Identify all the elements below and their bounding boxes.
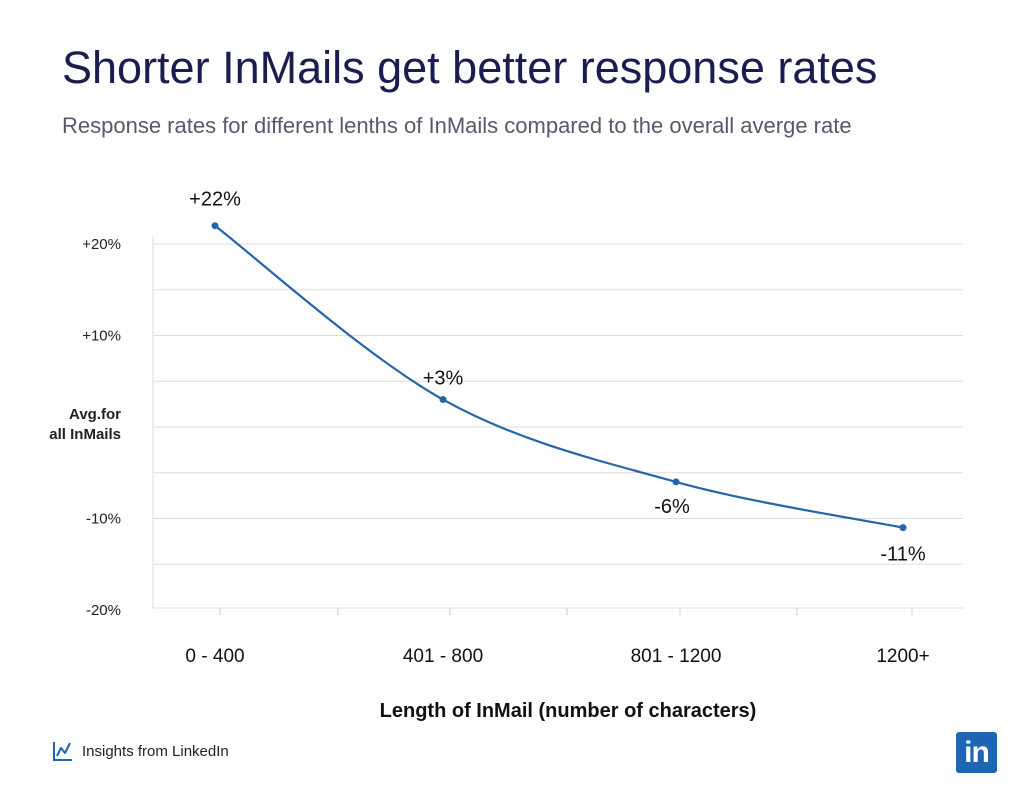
data-label: -6% [654,496,690,518]
x-tick-label: 401 - 800 [403,646,483,667]
chart-subtitle: Response rates for different lenths of I… [62,113,852,138]
insights-footer-text: Insights from LinkedIn [82,742,229,760]
y-tick-label: -10% [86,511,121,528]
y-tick-label: +20% [82,236,121,253]
data-point [899,524,907,532]
series-line [214,224,904,529]
y-tick-label: +10% [82,328,121,345]
data-label: +22% [189,189,241,211]
y-tick-label: -20% [86,602,121,619]
data-label: -11% [880,544,925,566]
data-label: +3% [423,368,464,390]
insights-footer: Insights from LinkedIn [52,740,229,762]
x-tick-label: 801 - 1200 [631,646,722,667]
data-point [672,478,680,486]
x-tick-label: 1200+ [876,646,929,667]
linkedin-logo: in [956,732,997,773]
chart-title: Shorter InMails get better response rate… [62,42,878,93]
x-tick-label: 0 - 400 [185,646,244,667]
data-point [439,396,447,404]
y-tick-label-average: Avg.for all InMails [49,406,121,443]
trend-chart-icon [53,742,72,761]
x-axis-title: Length of InMail (number of characters) [380,700,757,722]
data-point [211,222,219,230]
